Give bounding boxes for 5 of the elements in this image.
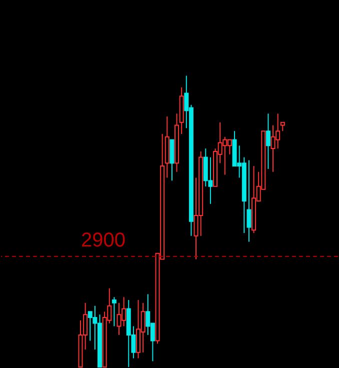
annotation: 2900 bbox=[81, 229, 126, 252]
candlestick bbox=[112, 296, 116, 327]
candlestick bbox=[170, 139, 174, 182]
candlestick bbox=[266, 113, 270, 170]
candlestick bbox=[246, 160, 252, 242]
